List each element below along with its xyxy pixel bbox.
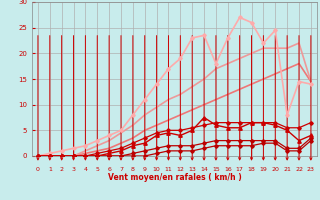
X-axis label: Vent moyen/en rafales ( km/h ): Vent moyen/en rafales ( km/h ) (108, 174, 241, 182)
